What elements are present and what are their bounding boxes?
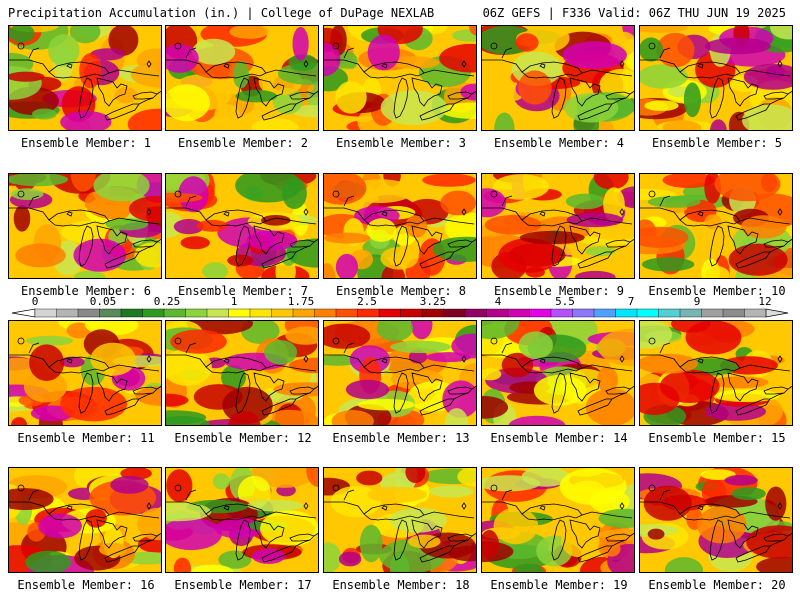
precip-map <box>323 320 477 426</box>
ensemble-member-label: Ensemble Member: 14 <box>490 431 628 445</box>
ensemble-member-label: Ensemble Member: 7 <box>177 284 309 298</box>
ensemble-member-label: Ensemble Member: 16 <box>17 578 155 592</box>
ensemble-member-label: Ensemble Member: 12 <box>174 431 312 445</box>
precipitation-colorbar: 0 0.05 0.25 1 1.75 2.5 3.25 4 5.5 7 9 12 <box>0 296 800 320</box>
precip-map <box>8 25 162 131</box>
ensemble-member-label: Ensemble Member: 20 <box>648 578 786 592</box>
colorbar-swatch <box>593 308 616 318</box>
colorbar-swatch <box>529 308 552 318</box>
precip-map <box>165 173 319 279</box>
colorbar-swatch <box>486 308 509 318</box>
colorbar-swatch <box>572 308 595 318</box>
precip-map <box>8 173 162 279</box>
ensemble-member-label: Ensemble Member: 18 <box>332 578 470 592</box>
colorbar-tick-label: 3.25 <box>419 295 447 308</box>
colorbar-swatch <box>163 308 186 318</box>
ensemble-member-label: Ensemble Member: 19 <box>490 578 628 592</box>
ensemble-member-label: Ensemble Member: 5 <box>651 136 783 150</box>
colorbar-tick-label: 9 <box>693 295 701 308</box>
precip-map <box>639 173 793 279</box>
ensemble-member-label: Ensemble Member: 9 <box>493 284 625 298</box>
colorbar-tick-label: 12 <box>758 295 772 308</box>
colorbar-tick-label: 4 <box>494 295 502 308</box>
colorbar-swatch <box>464 308 487 318</box>
colorbar-swatch <box>206 308 229 318</box>
colorbar-swatch <box>314 308 337 318</box>
colorbar-swatch <box>142 308 165 318</box>
colorbar-tick-label: 0.25 <box>153 295 181 308</box>
colorbar-swatch <box>636 308 659 318</box>
precip-map <box>323 25 477 131</box>
colorbar-tick-label: 2.5 <box>357 295 377 308</box>
precip-map <box>639 467 793 573</box>
colorbar-graphic <box>11 308 789 318</box>
precip-map <box>639 320 793 426</box>
precip-map <box>481 25 635 131</box>
colorbar-swatch <box>249 308 272 318</box>
ensemble-member-label: Ensemble Member: 11 <box>17 431 155 445</box>
precip-map <box>165 467 319 573</box>
colorbar-max-arrow <box>765 308 789 318</box>
colorbar-swatch <box>378 308 401 318</box>
colorbar-swatch <box>335 308 358 318</box>
colorbar-swatch <box>99 308 122 318</box>
colorbar-swatch <box>34 308 57 318</box>
ensemble-member-label: Ensemble Member: 6 <box>20 284 152 298</box>
colorbar-swatch <box>722 308 745 318</box>
colorbar-swatch <box>56 308 79 318</box>
precip-map <box>481 320 635 426</box>
ensemble-member-label: Ensemble Member: 17 <box>174 578 312 592</box>
precip-map <box>8 467 162 573</box>
colorbar-swatch <box>185 308 208 318</box>
colorbar-swatch <box>77 308 100 318</box>
colorbar-swatch <box>615 308 638 318</box>
colorbar-tick-label: 1.75 <box>287 295 315 308</box>
colorbar-swatch <box>120 308 143 318</box>
colorbar-swatch <box>744 308 767 318</box>
ensemble-member-label: Ensemble Member: 2 <box>177 136 309 150</box>
colorbar-tick-label: 0.05 <box>89 295 117 308</box>
precip-map <box>165 25 319 131</box>
precip-map <box>323 173 477 279</box>
colorbar-swatch <box>271 308 294 318</box>
colorbar-swatch <box>679 308 702 318</box>
ensemble-member-label: Ensemble Member: 4 <box>493 136 625 150</box>
colorbar-tick-label: 7 <box>627 295 635 308</box>
precip-map <box>481 467 635 573</box>
colorbar-swatch <box>507 308 530 318</box>
ensemble-member-label: Ensemble Member: 15 <box>648 431 786 445</box>
colorbar-swatch <box>292 308 315 318</box>
ensemble-member-label: Ensemble Member: 3 <box>335 136 467 150</box>
model-run-info: 06Z GEFS | F336 Valid: 06Z THU JUN 19 20… <box>482 6 786 20</box>
colorbar-swatch <box>400 308 423 318</box>
colorbar-tick-label: 0 <box>31 295 39 308</box>
colorbar-swatch <box>701 308 724 318</box>
colorbar-tick-label: 5.5 <box>555 295 575 308</box>
precip-map <box>481 173 635 279</box>
colorbar-swatch <box>658 308 681 318</box>
ensemble-member-label: Ensemble Member: 13 <box>332 431 470 445</box>
colorbar-tick-label: 1 <box>230 295 238 308</box>
colorbar-swatch <box>357 308 380 318</box>
ensemble-member-label: Ensemble Member: 8 <box>335 284 467 298</box>
ensemble-member-label: Ensemble Member: 10 <box>648 284 786 298</box>
ensemble-member-label: Ensemble Member: 1 <box>20 136 152 150</box>
colorbar-swatch <box>421 308 444 318</box>
colorbar-min-arrow <box>11 308 36 318</box>
colorbar-swatch <box>228 308 251 318</box>
precip-map <box>323 467 477 573</box>
map-title: Precipitation Accumulation (in.) | Colle… <box>8 6 435 20</box>
precip-map <box>165 320 319 426</box>
precip-map <box>8 320 162 426</box>
precip-map <box>639 25 793 131</box>
colorbar-swatch <box>550 308 573 318</box>
colorbar-swatch <box>443 308 466 318</box>
